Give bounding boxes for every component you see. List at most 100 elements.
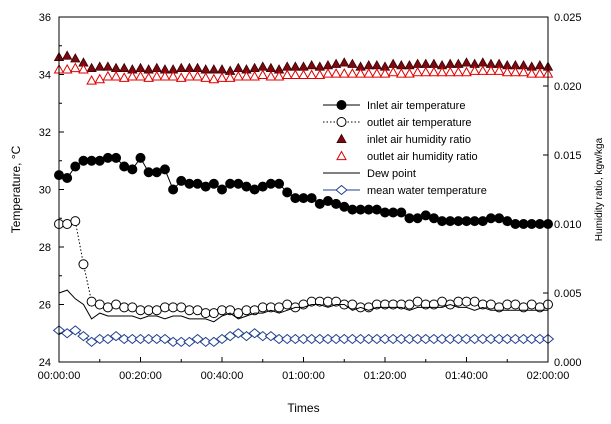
- data-point: [396, 59, 407, 70]
- x-tick-label: 01:20:00: [364, 370, 407, 382]
- data-point: [94, 73, 106, 84]
- data-point: [445, 58, 456, 68]
- data-point: [502, 299, 513, 310]
- data-point: [159, 70, 171, 81]
- data-point: [111, 299, 122, 310]
- series-4: [58, 289, 548, 323]
- data-point: [461, 66, 472, 77]
- data-point: [306, 69, 317, 80]
- data-point: [428, 58, 440, 68]
- data-point: [94, 155, 105, 166]
- data-point: [101, 333, 115, 345]
- legend-label: outlet air humidity ratio: [367, 151, 478, 163]
- data-point: [135, 62, 146, 73]
- data-point: [347, 68, 358, 78]
- legend-item: outlet air temperature: [323, 117, 472, 129]
- data-point: [176, 302, 187, 313]
- x-axis-label: Times: [287, 401, 319, 415]
- data-point: [167, 70, 179, 81]
- data-point: [207, 336, 221, 348]
- data-point: [217, 184, 227, 195]
- data-point: [184, 62, 195, 73]
- legend-item: inlet air humidity ratio: [336, 133, 471, 146]
- y-tick-label: 30: [39, 185, 51, 197]
- x-tick-label: 02:00:00: [527, 370, 570, 382]
- data-point: [354, 333, 367, 345]
- data-point: [60, 328, 74, 339]
- data-point: [290, 61, 301, 71]
- data-point: [200, 308, 211, 319]
- data-point: [420, 210, 431, 221]
- data-point: [534, 68, 546, 78]
- y-tick-label: 28: [39, 242, 51, 254]
- data-point: [362, 333, 375, 345]
- data-point: [526, 68, 538, 78]
- data-point: [70, 53, 81, 63]
- data-point: [70, 216, 81, 227]
- data-point: [386, 333, 400, 345]
- data-point: [62, 173, 73, 183]
- data-point: [85, 336, 98, 348]
- data-point: [339, 57, 350, 67]
- data-point: [110, 62, 122, 73]
- y-axis-label: Temperature, °C: [9, 145, 23, 233]
- data-point: [257, 69, 269, 80]
- data-point: [298, 69, 309, 80]
- data-point: [143, 72, 154, 82]
- data-point: [420, 66, 432, 77]
- data-point: [411, 333, 424, 345]
- data-point: [151, 167, 162, 178]
- data-point: [126, 333, 139, 345]
- y-tick-label: 32: [39, 127, 51, 139]
- data-point: [492, 333, 506, 345]
- data-point: [387, 58, 399, 68]
- data-point: [460, 333, 473, 345]
- data-point: [339, 201, 350, 212]
- legend-label: outlet air temperature: [367, 117, 472, 129]
- data-point: [166, 336, 180, 348]
- legend-label: Dew point: [367, 168, 416, 180]
- data-point: [249, 184, 260, 195]
- data-point: [533, 333, 547, 345]
- data-point: [127, 70, 138, 81]
- y-right-tick-label: 0.020: [554, 81, 582, 93]
- data-point: [70, 161, 81, 172]
- legend-marker: [336, 133, 347, 144]
- data-point: [485, 65, 497, 75]
- data-point: [289, 333, 302, 345]
- data-point: [330, 68, 342, 78]
- data-point: [93, 333, 106, 345]
- data-point: [305, 333, 318, 345]
- data-point: [241, 181, 252, 192]
- legend-marker: [335, 184, 348, 196]
- legend-label: Inlet air temperature: [367, 100, 465, 112]
- y-right-axis-label: Humidity ratio, kgw/kga: [594, 137, 605, 241]
- data-point: [274, 178, 285, 189]
- data-point: [444, 66, 456, 77]
- legend-item: outlet air humidity ratio: [336, 150, 478, 163]
- data-point: [273, 70, 285, 81]
- legend-label: mean water temperature: [367, 185, 487, 197]
- data-point: [347, 58, 358, 68]
- data-point: [510, 299, 521, 310]
- data-point: [477, 57, 488, 67]
- data-point: [355, 68, 366, 78]
- data-point: [428, 213, 439, 224]
- data-point: [223, 330, 237, 342]
- data-point: [151, 70, 163, 81]
- data-point: [484, 333, 498, 345]
- data-point: [192, 178, 203, 189]
- data-point: [338, 68, 350, 78]
- data-point: [274, 302, 285, 313]
- legend-marker: [336, 117, 347, 127]
- data-point: [453, 66, 464, 77]
- data-point: [183, 336, 196, 348]
- data-point: [412, 213, 423, 224]
- y-tick-label: 36: [39, 12, 51, 24]
- data-point: [502, 216, 513, 227]
- data-point: [208, 73, 220, 84]
- data-point: [225, 178, 236, 189]
- data-point: [436, 66, 448, 77]
- data-point: [61, 63, 73, 74]
- data-point: [355, 204, 366, 215]
